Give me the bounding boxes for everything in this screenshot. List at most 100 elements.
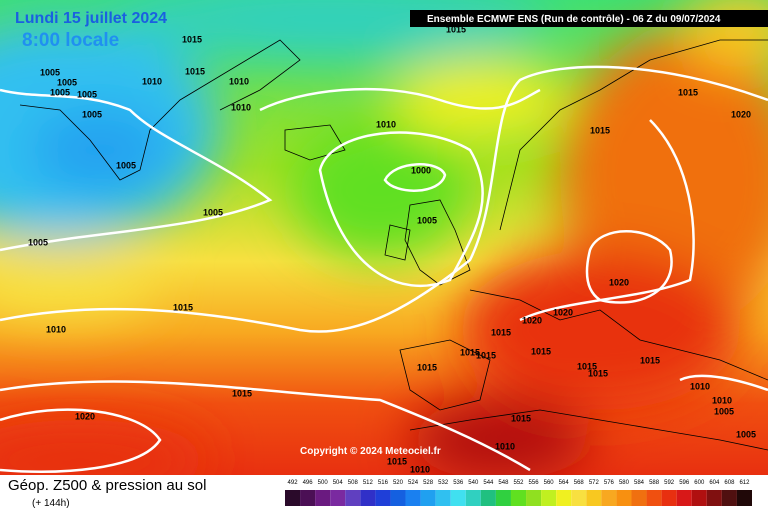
- legend-label: 536: [453, 480, 464, 486]
- isobar-label: 1020: [522, 315, 542, 325]
- footer-lead: (+ 144h): [32, 498, 70, 509]
- legend-label: 532: [438, 480, 449, 486]
- copyright: Copyright © 2024 Meteociel.fr: [300, 446, 441, 457]
- isobar-label: 1015: [491, 327, 511, 337]
- date: Lundi 15 juillet 2024: [15, 10, 167, 27]
- legend-label: 596: [679, 480, 690, 486]
- coastlines: [19, 39, 768, 451]
- legend-label: 492: [288, 480, 299, 486]
- color-swatch: [556, 490, 572, 506]
- isobar-label: 1015: [182, 34, 202, 44]
- header: Ensemble ECMWF ENS (Run de contrôle) - 0…: [427, 14, 721, 25]
- isobar-label: 1010: [231, 102, 251, 112]
- legend-label: 560: [544, 480, 555, 486]
- isobar-label: 1015: [590, 125, 610, 135]
- isobar-label: 1005: [57, 77, 77, 87]
- legend-label: 524: [408, 480, 419, 486]
- isobar-label: 1015: [640, 355, 660, 365]
- legend-label: 608: [724, 480, 735, 486]
- color-swatch: [345, 490, 361, 506]
- color-swatch: [465, 490, 481, 506]
- isobar-label: 1015: [460, 347, 480, 357]
- color-swatch: [510, 490, 527, 506]
- isobar-label: 1005: [736, 429, 756, 439]
- color-swatch: [390, 490, 406, 506]
- isobar-label: 1015: [511, 413, 531, 423]
- color-swatch: [601, 490, 617, 506]
- legend-label: 500: [318, 480, 329, 486]
- color-swatch: [631, 490, 647, 506]
- legend-label: 508: [348, 480, 359, 486]
- isobar-label: 1010: [690, 381, 710, 391]
- color-swatch: [300, 490, 316, 506]
- isobar-label: 1015: [588, 368, 608, 378]
- isobar-label: 1010: [376, 119, 396, 129]
- isobar-label: 1015: [476, 350, 496, 360]
- legend-label: 588: [649, 480, 660, 486]
- color-swatch: [330, 490, 346, 506]
- isobars: [0, 65, 768, 473]
- isobar-label: 1010: [229, 76, 249, 86]
- legend-label: 600: [694, 480, 705, 486]
- legend-label: 592: [664, 480, 675, 486]
- isobar-label: 1000: [411, 165, 431, 175]
- legend-label: 556: [529, 480, 540, 486]
- isobar-label: 1005: [28, 237, 48, 247]
- legend-label: 544: [483, 480, 494, 486]
- color-swatch: [721, 490, 737, 506]
- isobar-label: 1015: [232, 388, 252, 398]
- color-swatch: [480, 490, 496, 506]
- color-swatch: [541, 490, 557, 506]
- isobar-label: 1020: [609, 277, 629, 287]
- legend-label: 584: [634, 480, 645, 486]
- color-swatch: [706, 490, 722, 506]
- legend-label: 504: [333, 480, 344, 486]
- isobar-label: 1015: [185, 66, 205, 76]
- legend-label: 540: [468, 480, 479, 486]
- isobar-label: 1005: [714, 406, 734, 416]
- isobar-label: 1010: [142, 76, 162, 86]
- legend-label: 548: [498, 480, 509, 486]
- isobar-label: 1005: [417, 215, 437, 225]
- color-swatch: [375, 490, 391, 506]
- isobar-label: 1020: [553, 307, 573, 317]
- footer-title: Géop. Z500 & pression au sol: [8, 477, 206, 494]
- legend-label: 528: [423, 480, 434, 486]
- legend-label: 512: [363, 480, 374, 486]
- color-swatch: [646, 490, 662, 506]
- isobar-label: 1015: [173, 302, 193, 312]
- isobar-label: 1015: [417, 362, 437, 372]
- isobar-label: 1005: [116, 160, 136, 170]
- color-swatch: [435, 490, 451, 506]
- color-swatch: [450, 490, 466, 506]
- color-swatch: [285, 490, 301, 506]
- isobar-label: 1005: [77, 89, 97, 99]
- isobar-label: 1015: [678, 87, 698, 97]
- legend-label: 496: [303, 480, 314, 486]
- isobar-label: 1010: [46, 324, 66, 334]
- isobar-label: 1005: [203, 207, 223, 217]
- legend-label: 572: [589, 480, 600, 486]
- isobar-label: 1010: [495, 441, 515, 451]
- legend-label: 552: [513, 480, 524, 486]
- isobar-label: 1005: [40, 67, 60, 77]
- color-swatch: [526, 490, 542, 506]
- colorbar: 492 496 500 504 508 512 516 520 524 528 532 536 540 5…: [285, 480, 752, 506]
- isobar-label: 1005: [82, 109, 102, 119]
- color-swatch: [676, 490, 692, 506]
- legend-label: 580: [619, 480, 630, 486]
- isobar-label: 1020: [75, 411, 95, 421]
- legend-label: 612: [739, 480, 750, 486]
- color-swatch: [616, 490, 632, 506]
- color-swatch: [495, 490, 511, 506]
- isobar-label: 1015: [387, 456, 407, 466]
- legend-label: 516: [378, 480, 389, 486]
- isobar-label: 1015: [531, 346, 551, 356]
- isobar-label: 1005: [50, 87, 70, 97]
- color-swatch: [736, 490, 752, 506]
- isobar-label: 1015: [446, 24, 466, 34]
- color-swatch: [661, 490, 677, 506]
